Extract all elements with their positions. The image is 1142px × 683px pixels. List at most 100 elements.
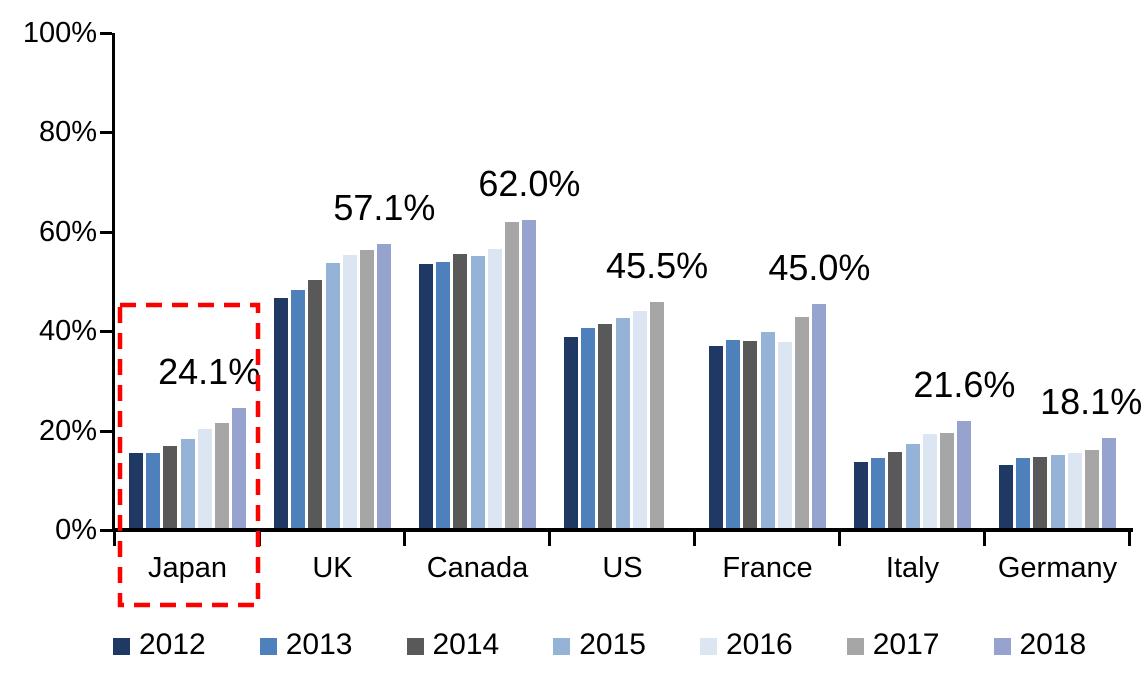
bar-germany-2014 (1033, 456, 1048, 528)
bar-germany-2016 (1067, 452, 1082, 528)
legend-label-2017: 2017 (872, 628, 940, 661)
x-tick-5 (838, 528, 841, 546)
bar-canada-2016 (487, 248, 502, 528)
bar-us-2015 (615, 317, 630, 528)
y-tick-20 (100, 430, 112, 433)
bar-canada-2014 (453, 253, 468, 528)
y-tick-60 (100, 231, 112, 234)
bar-germany-2017 (1085, 449, 1100, 528)
legend: 2012 2013 2014 2015 2016 2017 2018 (113, 629, 1086, 661)
bar-italy-2013 (870, 457, 885, 528)
bar-france-2015 (760, 332, 775, 528)
bar-france-2016 (777, 342, 792, 528)
category-label-us: US (602, 552, 643, 584)
legend-swatch-2015 (553, 637, 571, 655)
bar-italy-2016 (922, 433, 937, 528)
bar-italy-2018 (957, 420, 972, 528)
bar-germany-2012 (998, 465, 1013, 528)
bar-us-2014 (598, 324, 613, 528)
bar-italy-2014 (888, 451, 903, 528)
bar-uk-2018 (377, 244, 392, 528)
legend-label-2016: 2016 (726, 628, 793, 661)
bar-italy-2012 (853, 461, 868, 528)
bar-us-2017 (650, 301, 665, 528)
legend-swatch-2018 (993, 637, 1011, 655)
value-label-uk: 57.1% (333, 187, 436, 229)
category-label-italy: Italy (885, 552, 940, 584)
category-label-canada: Canada (426, 552, 529, 584)
legend-swatch-2016 (700, 637, 717, 655)
category-label-japan: Japan (147, 552, 227, 584)
value-label-italy: 21.6% (913, 363, 1016, 405)
bar-germany-2018 (1102, 438, 1117, 528)
y-tick-0 (100, 529, 112, 532)
x-tick-2 (403, 528, 406, 546)
bar-germany-2015 (1050, 454, 1065, 528)
category-label-uk: UK (312, 552, 353, 584)
x-axis-line (112, 528, 1133, 532)
y-axis-label-60: 60% (38, 216, 97, 248)
bar-france-2017 (795, 317, 810, 528)
y-axis-line (112, 33, 115, 532)
legend-label-2014: 2014 (432, 628, 500, 661)
legend-item-2017: 2017 (846, 628, 940, 661)
y-tick-100 (100, 32, 112, 35)
bar-japan-2018 (232, 408, 247, 528)
legend-item-2013: 2013 (259, 628, 353, 661)
legend-item-2014: 2014 (406, 628, 500, 661)
legend-item-2015: 2015 (553, 629, 646, 661)
x-tick-4 (693, 528, 696, 546)
bar-france-2018 (812, 304, 827, 528)
category-label-germany: Germany (997, 552, 1118, 584)
legend-swatch-2012 (113, 637, 130, 655)
value-label-canada: 62.0% (478, 162, 581, 204)
bar-us-2013 (580, 328, 595, 528)
bar-us-2012 (563, 337, 578, 528)
bar-germany-2013 (1015, 458, 1030, 528)
value-label-us: 45.5% (606, 244, 709, 286)
y-axis-label-40: 40% (38, 315, 97, 347)
bar-canada-2017 (505, 221, 520, 528)
bar-uk-2014 (308, 279, 323, 528)
bar-uk-2017 (360, 249, 375, 528)
legend-item-2016: 2016 (700, 629, 793, 661)
bar-uk-2016 (342, 255, 357, 528)
y-axis-label-0: 0% (55, 514, 97, 546)
bar-japan-2015 (180, 438, 195, 528)
legend-label-2012: 2012 (139, 628, 206, 661)
legend-swatch-2017 (846, 637, 864, 655)
x-tick-6 (983, 528, 986, 546)
bar-france-2013 (725, 340, 740, 528)
bar-canada-2015 (470, 255, 485, 528)
legend-label-2015: 2015 (579, 628, 646, 661)
bar-uk-2013 (290, 289, 305, 528)
bar-japan-2013 (145, 453, 160, 528)
bar-canada-2012 (418, 264, 433, 528)
x-tick-3 (548, 528, 551, 546)
bar-japan-2017 (215, 423, 230, 528)
legend-swatch-2014 (406, 637, 424, 655)
y-axis-label-100: 100% (22, 17, 97, 49)
y-axis-label-20: 20% (38, 415, 97, 447)
legend-item-2012: 2012 (113, 629, 206, 661)
bar-canada-2018 (522, 219, 537, 528)
bar-uk-2012 (273, 297, 288, 528)
y-axis-label-80: 80% (38, 116, 97, 148)
bar-canada-2013 (435, 261, 450, 528)
bar-france-2014 (743, 340, 758, 528)
legend-item-2018: 2018 (993, 628, 1087, 661)
category-label-france: France (722, 552, 813, 584)
legend-label-2013: 2013 (285, 628, 353, 661)
legend-swatch-2013 (259, 637, 277, 655)
value-label-japan: 24.1% (158, 351, 261, 393)
bar-japan-2016 (197, 428, 212, 528)
value-label-france: 45.0% (768, 247, 871, 289)
bar-japan-2012 (128, 453, 143, 528)
bar-italy-2015 (905, 444, 920, 528)
legend-label-2018: 2018 (1019, 628, 1087, 661)
bar-uk-2015 (325, 263, 340, 528)
bar-france-2012 (708, 346, 723, 528)
x-tick-1 (258, 528, 261, 546)
bar-japan-2014 (163, 445, 178, 528)
